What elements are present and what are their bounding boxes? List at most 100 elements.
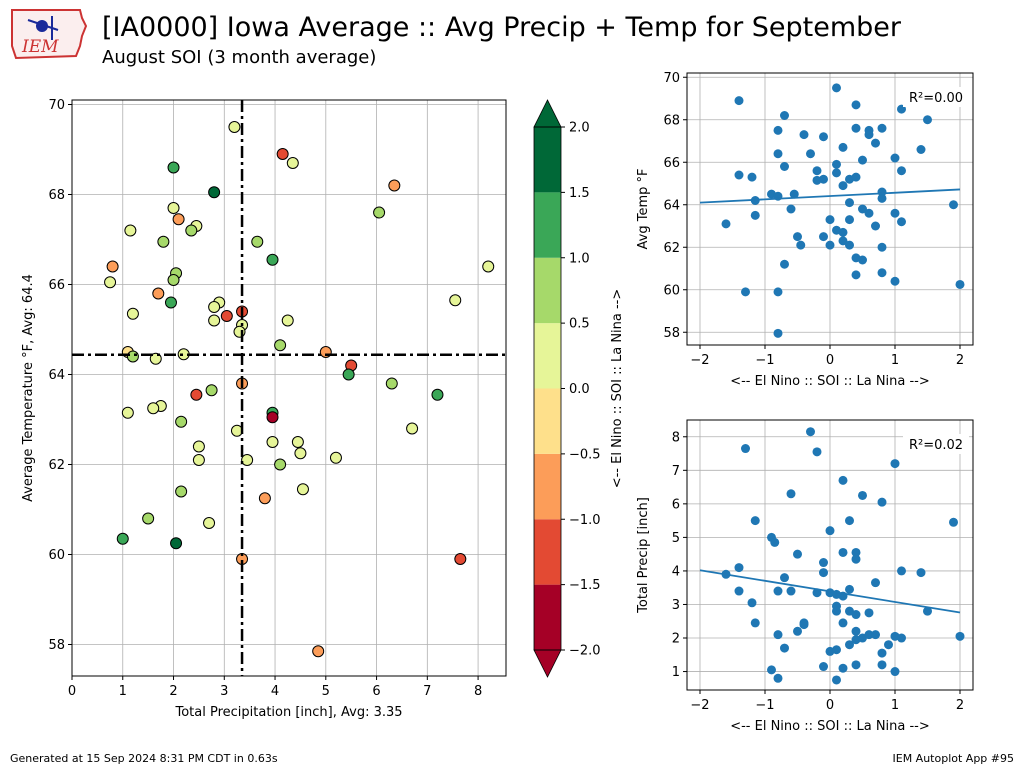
data-point bbox=[793, 626, 802, 636]
data-point bbox=[747, 598, 757, 608]
data-point bbox=[812, 447, 822, 457]
data-point bbox=[734, 586, 744, 596]
data-point bbox=[877, 648, 887, 658]
data-point bbox=[819, 174, 828, 184]
data-point bbox=[838, 475, 848, 485]
data-point bbox=[276, 148, 289, 160]
data-point bbox=[773, 630, 783, 640]
x-axis-label: <-- El Nino :: SOI :: La Nina --> bbox=[730, 719, 930, 734]
y-tick-label: 68 bbox=[663, 113, 680, 128]
data-point bbox=[832, 675, 841, 685]
x-axis-label: Total Precipitation [inch], Avg: 3.35 bbox=[174, 705, 402, 720]
data-point bbox=[851, 554, 861, 564]
data-point bbox=[786, 204, 796, 214]
x-tick-label: 1 bbox=[119, 684, 127, 699]
data-point bbox=[877, 193, 887, 203]
data-point bbox=[845, 215, 854, 225]
data-point bbox=[773, 586, 783, 596]
data-point bbox=[916, 145, 926, 154]
data-point bbox=[858, 490, 867, 500]
y-tick-label: 4 bbox=[672, 564, 680, 579]
data-point bbox=[806, 149, 815, 159]
data-point bbox=[773, 328, 783, 338]
data-point bbox=[406, 422, 419, 435]
data-point bbox=[832, 168, 841, 178]
x-tick-label: 0 bbox=[826, 698, 834, 713]
data-point bbox=[721, 219, 731, 229]
data-point bbox=[126, 350, 139, 363]
colorbar-bin bbox=[534, 584, 561, 650]
page-title: [IA0000] Iowa Average :: Avg Precip + Te… bbox=[102, 12, 901, 43]
data-point bbox=[780, 162, 789, 171]
app-label: IEM Autoplot App #95 bbox=[892, 752, 1015, 765]
x-tick-label: −2 bbox=[690, 353, 709, 368]
data-point bbox=[923, 115, 932, 125]
data-point bbox=[734, 170, 744, 180]
data-point bbox=[780, 573, 789, 583]
data-point bbox=[819, 662, 828, 672]
x-tick-label: 2 bbox=[169, 684, 177, 699]
y-tick-label: 66 bbox=[48, 278, 65, 293]
data-point bbox=[192, 440, 205, 453]
data-point bbox=[851, 100, 861, 110]
data-point bbox=[819, 132, 828, 142]
data-point bbox=[864, 608, 874, 618]
colorbar-label: <-- El Nino :: SOI :: La Nina --> bbox=[610, 289, 625, 489]
data-point bbox=[274, 339, 287, 352]
data-point bbox=[773, 149, 783, 159]
x-tick-label: 0 bbox=[68, 684, 76, 699]
colorbar-bin bbox=[534, 519, 561, 585]
data-point bbox=[294, 447, 307, 460]
y-tick-label: 60 bbox=[663, 283, 680, 298]
r-squared-label: R²=0.02 bbox=[909, 438, 963, 453]
data-point bbox=[281, 314, 294, 327]
data-point bbox=[799, 620, 809, 630]
data-point bbox=[164, 296, 177, 309]
y-axis-label: Average Temperature °F, Avg: 64.4 bbox=[21, 274, 36, 502]
data-point bbox=[149, 352, 162, 365]
y-tick-label: 58 bbox=[48, 638, 65, 653]
y-tick-label: 8 bbox=[672, 430, 680, 445]
data-point bbox=[773, 673, 783, 683]
data-point bbox=[851, 610, 861, 620]
data-point bbox=[799, 130, 809, 140]
data-point bbox=[167, 161, 180, 174]
data-point bbox=[871, 578, 880, 588]
iem-logo: IEM bbox=[8, 6, 88, 62]
x-tick-label: 3 bbox=[220, 684, 228, 699]
data-point bbox=[890, 276, 900, 286]
data-point bbox=[838, 236, 848, 246]
data-point bbox=[750, 516, 760, 526]
colorbar-bin bbox=[534, 127, 561, 193]
data-point bbox=[877, 268, 887, 278]
data-point bbox=[167, 202, 180, 214]
data-point bbox=[342, 368, 355, 381]
data-point bbox=[167, 274, 180, 286]
y-tick-label: 60 bbox=[48, 548, 65, 563]
data-point bbox=[780, 259, 789, 269]
data-point bbox=[770, 537, 780, 547]
data-point bbox=[877, 660, 887, 670]
data-point bbox=[175, 415, 188, 428]
data-point bbox=[838, 618, 848, 628]
colorbar-tick-label: −1.5 bbox=[569, 578, 601, 593]
colorbar-tick-label: −0.5 bbox=[569, 447, 601, 462]
data-point bbox=[871, 630, 880, 640]
data-point bbox=[923, 606, 932, 616]
data-point bbox=[431, 388, 444, 401]
data-point bbox=[845, 584, 854, 594]
data-point bbox=[241, 454, 254, 466]
colorbar-tick-label: 2.0 bbox=[569, 121, 590, 136]
data-point bbox=[786, 489, 796, 499]
data-point bbox=[851, 123, 861, 133]
data-point bbox=[916, 568, 926, 578]
data-point bbox=[104, 276, 117, 289]
data-point bbox=[851, 660, 861, 670]
data-point bbox=[845, 240, 854, 250]
colorbar-tick-label: −1.0 bbox=[569, 513, 601, 528]
data-point bbox=[877, 123, 887, 133]
data-point bbox=[750, 210, 760, 220]
data-point bbox=[116, 532, 129, 545]
r-squared-label: R²=0.00 bbox=[909, 91, 963, 106]
